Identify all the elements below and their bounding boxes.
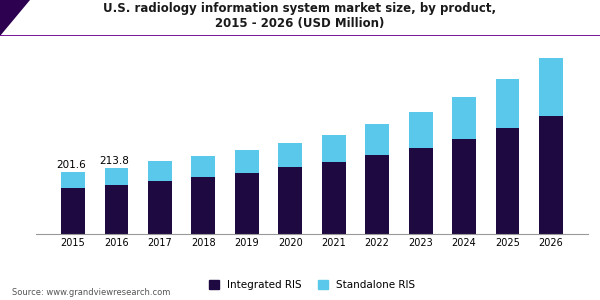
Bar (496, 79, 520, 128)
Bar (278, 167, 302, 234)
Text: 213.8: 213.8 (100, 156, 129, 166)
Bar (61, 172, 85, 188)
Bar (148, 181, 172, 234)
Polygon shape (0, 0, 30, 36)
Bar (191, 177, 215, 234)
Bar (452, 139, 476, 234)
Bar (409, 148, 433, 234)
Bar (409, 112, 433, 148)
Bar (539, 58, 563, 116)
Bar (496, 128, 520, 234)
Text: 201.6: 201.6 (56, 160, 86, 170)
Bar (148, 161, 172, 181)
Bar (322, 162, 346, 234)
Bar (539, 116, 563, 234)
Bar (61, 188, 85, 234)
Bar (278, 142, 302, 167)
Text: U.S. radiology information system market size, by product,
2015 - 2026 (USD Mill: U.S. radiology information system market… (103, 2, 497, 30)
Bar (104, 168, 128, 185)
Bar (235, 150, 259, 173)
Bar (104, 185, 128, 234)
Bar (322, 135, 346, 162)
Bar (191, 156, 215, 177)
Bar (452, 97, 476, 139)
Legend: Integrated RIS, Standalone RIS: Integrated RIS, Standalone RIS (209, 280, 415, 290)
Bar (365, 124, 389, 155)
Text: Source: www.grandviewresearch.com: Source: www.grandviewresearch.com (12, 288, 170, 297)
Bar (365, 155, 389, 234)
Bar (235, 173, 259, 234)
